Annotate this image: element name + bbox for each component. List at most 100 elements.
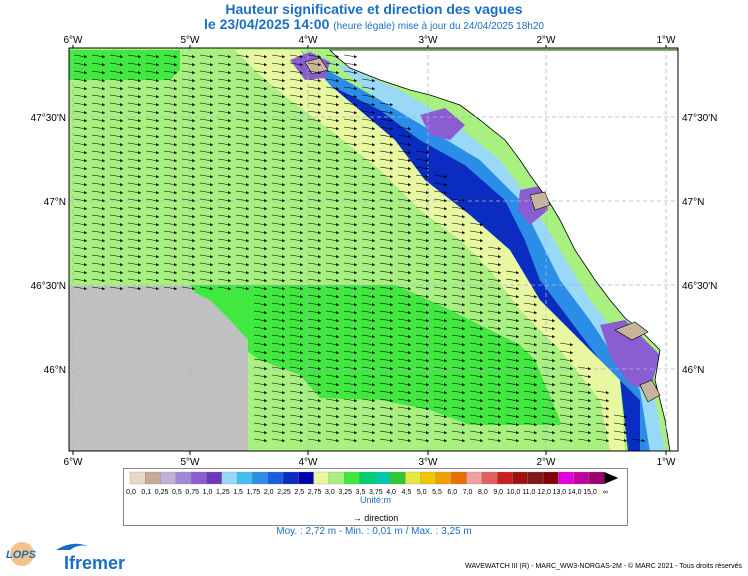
direction-arrowhead [498, 343, 501, 346]
latitude-labels-right: 47°30'N 47°N 46°30'N 46°N [682, 113, 717, 376]
direction-arrowhead [210, 167, 213, 170]
direction-arrowhead [318, 223, 321, 226]
direction-arrowhead [84, 199, 87, 202]
direction-arrowhead [354, 439, 357, 442]
direction-arrowhead [354, 71, 357, 74]
direction-arrowhead [282, 63, 285, 66]
sea-field-purple-south [600, 320, 660, 390]
direction-arrowhead [174, 135, 177, 138]
direction-arrowhead [318, 215, 321, 218]
direction-arrowhead [156, 71, 159, 74]
direction-arrowhead [210, 95, 213, 98]
direction-arrowhead [228, 183, 231, 186]
direction-arrowhead [480, 343, 483, 346]
direction-arrowhead [606, 399, 609, 402]
direction-arrowhead [174, 223, 177, 226]
direction-arrowhead [480, 415, 483, 418]
direction-arrowhead [570, 351, 573, 354]
direction-arrowhead [282, 439, 285, 442]
nodata-area [69, 286, 248, 451]
direction-arrowhead [336, 263, 339, 266]
direction-arrowhead [480, 359, 483, 362]
direction-arrowhead [264, 303, 267, 306]
direction-arrowhead [282, 239, 285, 242]
direction-arrowhead [174, 231, 177, 234]
direction-arrowhead [426, 231, 429, 234]
wave-direction-arrows [73, 54, 646, 442]
direction-arrowhead [138, 63, 141, 66]
footer-credits: WAVEWATCH III (R) - MARC_WW3-NORGAS-2M -… [465, 563, 742, 570]
coast-gulf [304, 57, 329, 75]
legend-color-swatch [236, 471, 253, 485]
direction-arrowhead [462, 383, 465, 386]
direction-arrowhead [120, 119, 123, 122]
direction-arrowhead [372, 279, 375, 282]
direction-arrowhead [210, 223, 213, 226]
direction-arrowhead [300, 311, 303, 314]
direction-arrowhead [408, 415, 411, 418]
direction-arrowhead [120, 183, 123, 186]
direction-arrowhead [426, 319, 429, 322]
direction-arrowhead [462, 279, 465, 282]
direction-arrowhead [264, 119, 267, 122]
direction-arrowhead [390, 135, 393, 138]
direction-arrowhead [372, 359, 375, 362]
direction-arrowhead [318, 311, 321, 314]
direction-arrowhead [210, 135, 213, 138]
direction-arrowhead [498, 263, 501, 266]
direction-arrowhead [390, 319, 393, 322]
direction-arrowhead [102, 223, 105, 226]
direction-arrowhead [156, 143, 159, 146]
map-area [68, 45, 679, 455]
direction-arrowhead [354, 215, 357, 218]
direction-arrowhead [462, 295, 465, 298]
direction-arrowhead [408, 143, 411, 146]
direction-arrowhead [318, 183, 321, 186]
direction-arrowhead [120, 151, 123, 154]
direction-arrowhead [300, 111, 303, 114]
direction-arrowhead [372, 191, 375, 194]
direction-arrowhead [138, 279, 141, 282]
direction-arrowhead [336, 111, 339, 114]
direction-arrowhead [588, 391, 591, 394]
direction-arrowhead [390, 439, 393, 442]
direction-arrowhead [444, 231, 447, 234]
legend-color-swatch [191, 471, 207, 485]
direction-arrowhead [228, 287, 231, 290]
direction-arrowhead [552, 407, 555, 410]
legend-value-label: 2,0 [264, 489, 274, 496]
direction-arrowhead [228, 199, 231, 202]
direction-arrowhead [444, 375, 447, 378]
direction-arrowhead [246, 271, 249, 274]
direction-arrowhead [102, 63, 105, 66]
legend-color-swatch [497, 471, 513, 485]
legend-value-label: 5,0 [417, 489, 427, 496]
direction-arrowhead [390, 383, 393, 386]
direction-arrowhead [318, 303, 321, 306]
direction-arrowhead [156, 95, 159, 98]
lat-tick-label: 47°30'N [682, 113, 717, 124]
direction-arrowhead [552, 431, 555, 434]
direction-arrowhead [282, 223, 285, 226]
direction-arrowhead [102, 255, 105, 258]
direction-arrowhead [318, 351, 321, 354]
direction-arrowhead [210, 287, 213, 290]
direction-arrowhead [174, 159, 177, 162]
direction-arrowhead [462, 367, 465, 370]
direction-arrowhead [300, 319, 303, 322]
direction-arrowhead [480, 231, 483, 234]
map-frame [68, 47, 679, 452]
direction-arrowhead [300, 423, 303, 426]
direction-arrowhead [498, 287, 501, 290]
direction-arrowhead [156, 111, 159, 114]
direction-arrowhead [426, 367, 429, 370]
direction-arrowhead [174, 215, 177, 218]
legend-color-swatch [374, 471, 391, 485]
direction-arrowhead [84, 207, 87, 210]
direction-arrowhead [444, 439, 447, 442]
direction-arrowhead [534, 439, 537, 442]
direction-arrowhead [372, 239, 375, 242]
direction-arrowhead [552, 423, 555, 426]
direction-arrowhead [264, 167, 267, 170]
direction-arrowhead [120, 143, 123, 146]
